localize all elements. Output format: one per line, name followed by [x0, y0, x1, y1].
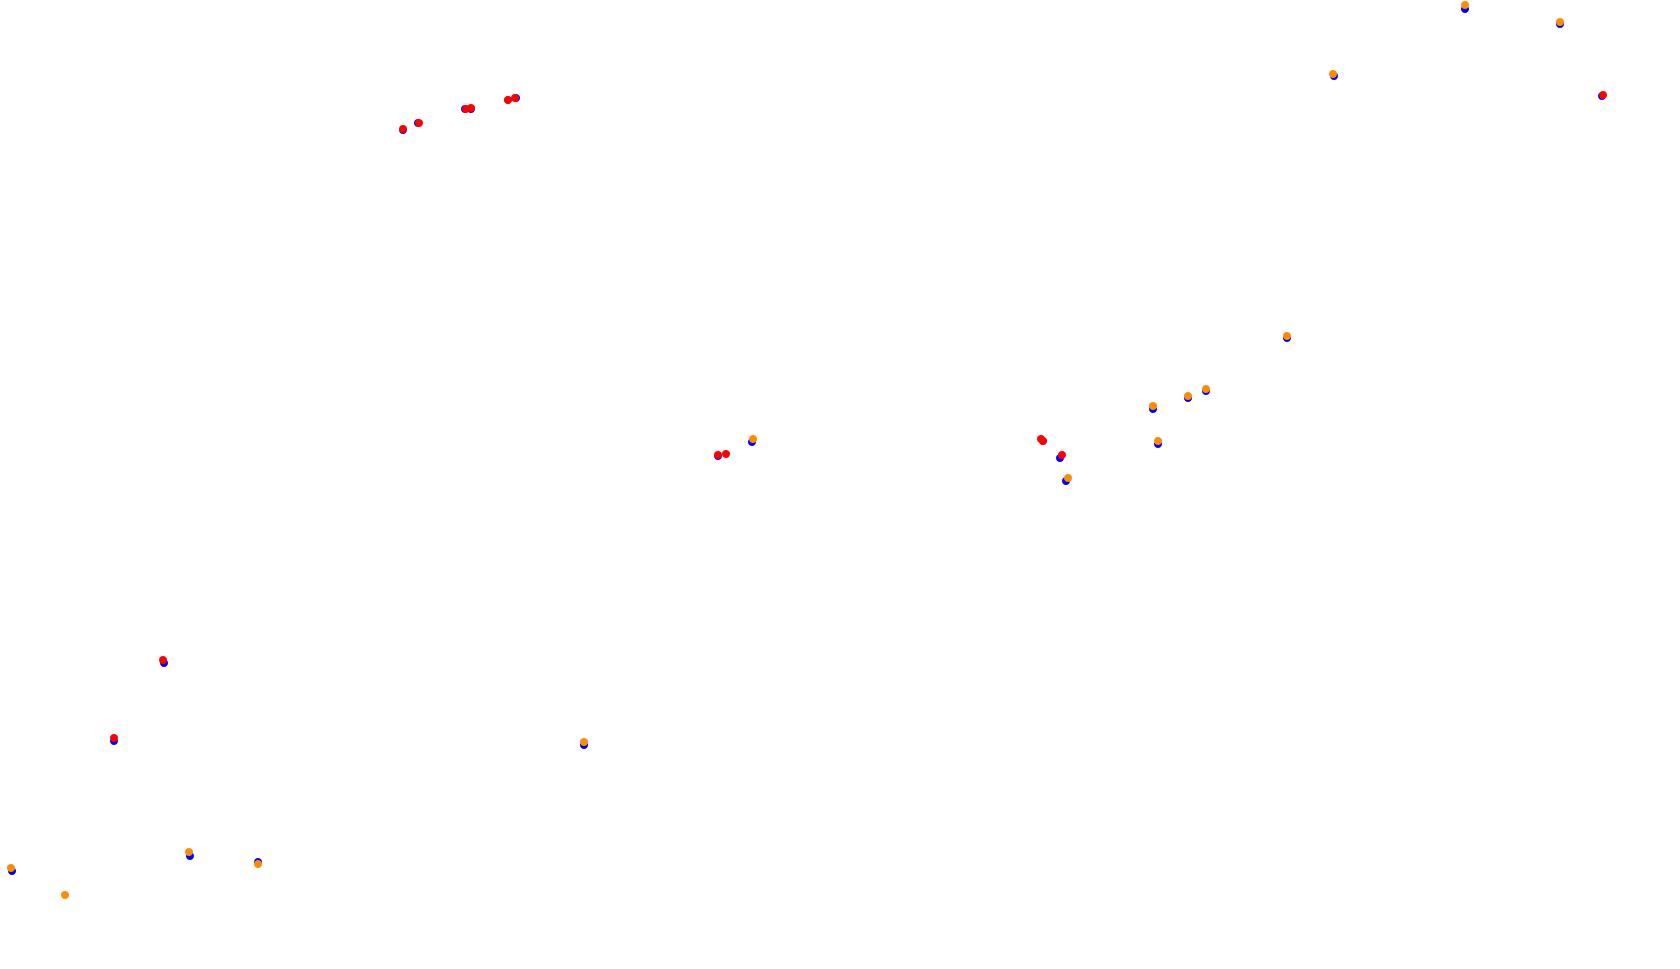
series-1 — [110, 91, 1607, 742]
data-point — [254, 860, 262, 868]
data-point — [714, 451, 722, 459]
data-point — [1064, 474, 1072, 482]
data-point — [1184, 392, 1192, 400]
data-point — [399, 125, 407, 133]
data-point — [1039, 437, 1047, 445]
data-point — [1154, 437, 1162, 445]
data-point — [1461, 1, 1469, 9]
data-point — [511, 94, 519, 102]
data-point — [1283, 332, 1291, 340]
data-point — [1058, 451, 1066, 459]
data-point — [504, 96, 512, 104]
data-point — [1329, 70, 1337, 78]
data-point — [159, 656, 167, 664]
data-point — [1556, 18, 1564, 26]
data-point — [7, 864, 15, 872]
data-point — [1599, 91, 1607, 99]
data-point — [415, 119, 423, 127]
data-point — [749, 435, 757, 443]
data-point — [580, 738, 588, 746]
points-layer — [7, 1, 1607, 899]
data-point — [722, 450, 730, 458]
data-point — [1149, 402, 1157, 410]
data-point — [110, 734, 118, 742]
data-point — [185, 848, 193, 856]
data-point — [61, 891, 69, 899]
data-point — [1202, 385, 1210, 393]
series-2 — [7, 1, 1564, 899]
data-point — [467, 104, 475, 112]
